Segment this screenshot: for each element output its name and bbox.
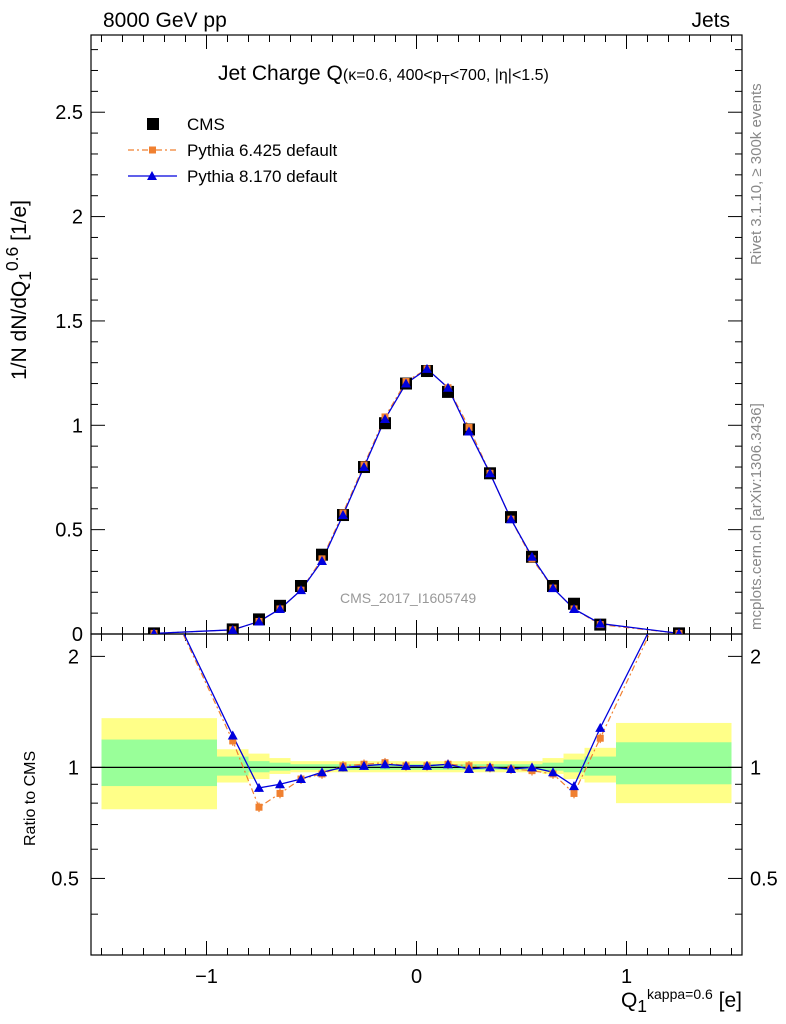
y-tick-label: 1.5 — [55, 311, 83, 333]
legend-entry-label: Pythia 8.170 default — [187, 167, 338, 186]
pythia6-ratio-point — [255, 803, 263, 811]
band-inner-7 — [584, 756, 616, 776]
y-tick-label: 0.5 — [55, 520, 83, 542]
y-tick-label: 2.5 — [55, 102, 83, 124]
x-tick-label: 1 — [621, 966, 632, 988]
band-inner-8 — [616, 742, 732, 785]
pythia8-point — [464, 426, 474, 436]
x-tick-label: 0 — [411, 966, 422, 988]
pythia8-ratio-point — [548, 767, 558, 777]
legend: CMS Pythia 6.425 default Pythia 8.170 defa… — [128, 115, 338, 186]
pythia8-point — [506, 514, 516, 524]
header-left: 8000 GeV pp — [103, 9, 227, 32]
pythia8-point — [254, 616, 264, 626]
pythia6-ratio-point — [276, 789, 284, 797]
pythia8-point — [227, 624, 238, 634]
band-inner-5 — [542, 762, 564, 771]
header-right: Jets — [691, 9, 730, 32]
legend-pythia8-marker — [147, 171, 157, 180]
mcplots-label: mcplots.cern.ch [arXiv:1306.3436] — [748, 403, 765, 630]
pythia8-ratio-point — [359, 760, 369, 770]
pythia8-ratio-point — [595, 722, 606, 732]
pythia8-point — [338, 510, 348, 520]
pythia6-ratio-point — [570, 789, 578, 797]
ratio-bands — [101, 718, 732, 810]
ratio-y-tick-label-left: 1 — [68, 757, 79, 779]
pythia8-point — [675, 628, 683, 634]
y-tick-label: 1 — [72, 415, 83, 437]
pythia6-ratio-point — [229, 737, 237, 745]
pythia8-ratio-point — [227, 730, 238, 740]
band-inner-1 — [217, 756, 249, 776]
legend-pythia6-marker — [149, 146, 156, 154]
pythia8-point — [317, 555, 327, 565]
ratio-y-tick-label-right: 0.5 — [750, 868, 778, 890]
band-inner-6 — [563, 759, 585, 773]
legend-entry-label: CMS — [187, 115, 225, 134]
pythia8-point — [401, 378, 411, 388]
pythia8-ratio-point — [674, 566, 684, 575]
ratio-y-tick-label-right: 1 — [750, 757, 761, 779]
band-inner-0 — [101, 739, 217, 787]
pythia8-ratio-point — [506, 764, 516, 774]
pythia6-ratio-point — [151, 568, 158, 575]
pythia8-point — [443, 382, 453, 392]
pythia8-ratio-point — [275, 779, 285, 789]
plot-title: Jet Charge Q(κ=0.6, 400<pT<700, |η|<1.5) — [218, 62, 549, 88]
x-tick-label: −1 — [195, 966, 218, 988]
ratio-y-tick-label-left: 2 — [68, 646, 79, 668]
y-tick-label: 0 — [72, 624, 83, 646]
pythia8-point — [380, 414, 390, 424]
pythia6-ratio-point — [596, 734, 604, 742]
pythia8-point — [422, 363, 432, 373]
pythia8-point — [527, 551, 537, 561]
pythia8-ratio-point — [317, 767, 327, 777]
pythia8-ratio-point — [149, 566, 159, 575]
pythia8-ratio-point — [296, 774, 306, 784]
pythia8-point — [296, 585, 306, 595]
pythia8-point — [359, 462, 369, 472]
ratio-y-tick-label-left: 0.5 — [51, 868, 79, 890]
pythia8-ratio-point — [443, 759, 453, 769]
pythia8-point — [150, 628, 158, 634]
y-axis-label-ratio: Ratio to CMS — [22, 750, 39, 846]
ratio-series — [149, 566, 684, 813]
pythia8-ratio-point — [254, 782, 264, 792]
pythia8-ratio-point — [464, 764, 474, 774]
legend-cms-marker — [147, 118, 159, 130]
pythia8-ratio-point — [338, 762, 348, 772]
legend-entry-label: Pythia 6.425 default — [187, 141, 338, 160]
pythia6-ratio-point — [676, 568, 683, 575]
y-axis-label-main: 1/N dN/dQ10.6 [1/e] — [2, 200, 36, 380]
pythia8-point — [485, 468, 495, 478]
pythia8-ratio-point — [485, 762, 495, 772]
rivet-label: Rivet 3.1.10, ≥ 300k events — [748, 83, 765, 265]
y-tick-label: 2 — [72, 207, 83, 229]
pythia8-ratio-point — [527, 762, 537, 772]
pythia8-ratio-point — [569, 781, 579, 791]
pythia8-point — [548, 583, 558, 593]
band-inner-2 — [248, 761, 270, 773]
x-axis-label: Q1kappa=0.6 [e] — [620, 986, 742, 1017]
pythia8-ratio-point — [380, 759, 390, 769]
analysis-watermark: CMS_2017_I1605749 — [340, 590, 477, 606]
pythia8-ratio-point — [422, 760, 432, 770]
pythia8-point — [569, 603, 579, 613]
pythia8-point — [595, 618, 606, 628]
band-inner-3 — [269, 762, 291, 771]
main-series — [148, 363, 685, 634]
pythia8-ratio-point — [401, 760, 411, 770]
pythia8-point — [275, 603, 285, 613]
ratio-y-tick-label-right: 2 — [750, 646, 761, 668]
